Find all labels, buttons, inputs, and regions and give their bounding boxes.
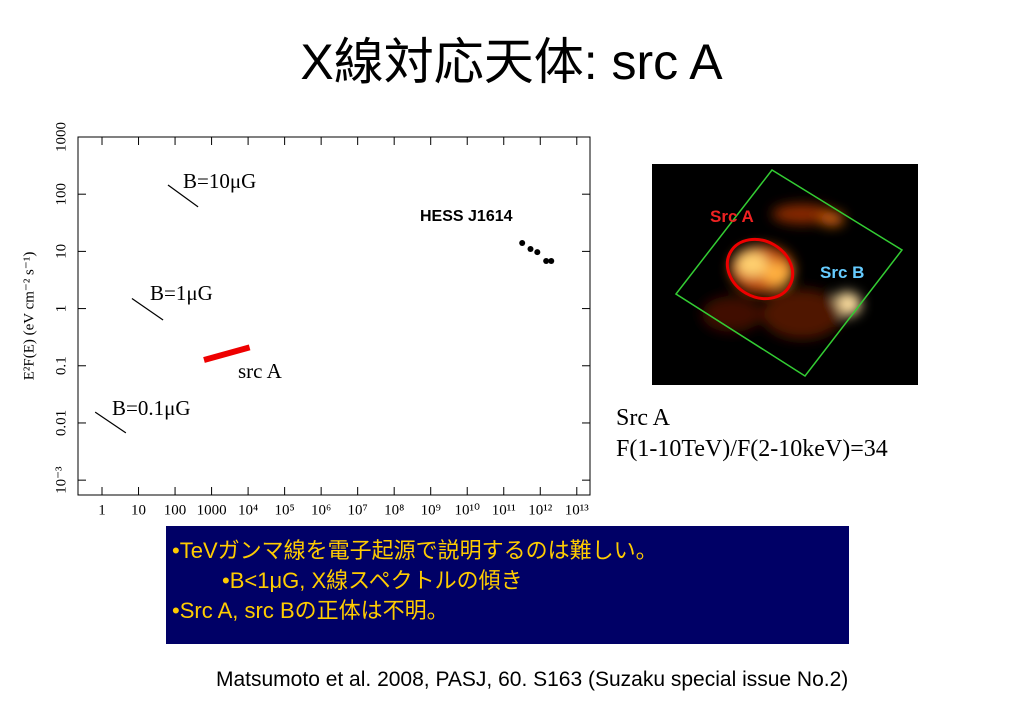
- image-label: Src B: [820, 263, 864, 282]
- bullet: •TeVガンマ線を電子起源で説明するのは難しい。: [172, 538, 658, 563]
- model-line: [203, 344, 251, 363]
- series-label: B=10μG: [183, 169, 256, 193]
- bullet: •B<1μG, X線スペクトルの傾き: [222, 568, 523, 593]
- x-tick-label: 10⁷: [348, 502, 368, 518]
- point: [543, 257, 550, 264]
- x-tick-label: 10: [131, 502, 146, 518]
- bullet-box: •TeVガンマ線を電子起源で説明するのは難しい。 •B<1μG, X線スペクトル…: [166, 526, 849, 644]
- x-tick-label: 10⁹: [421, 502, 441, 518]
- note-line: F(1-10TeV)/F(2-10keV)=34: [616, 436, 888, 462]
- x-tick-label: 10¹³: [565, 502, 589, 518]
- x-tick-label: 1000: [197, 502, 227, 518]
- point: [548, 257, 555, 264]
- series-label: HESS J1614: [420, 208, 513, 225]
- series-label: src A: [238, 359, 283, 383]
- y-tick-label: 100: [53, 183, 69, 206]
- y-tick-label: 0.1: [53, 356, 69, 375]
- x-tick-label: 10¹⁰: [454, 502, 480, 518]
- plot-frame: [77, 136, 591, 496]
- slide-title: X線対応天体: src A: [300, 34, 723, 90]
- point: [519, 240, 526, 247]
- series-label: B=1μG: [150, 281, 213, 305]
- point: [534, 249, 541, 256]
- fov-box: [674, 169, 904, 378]
- bullet: •Src A, src Bの正体は不明。: [172, 598, 449, 623]
- x-tick-label: 10⁶: [311, 502, 331, 518]
- note: Src A F(1-10TeV)/F(2-10keV)=34: [616, 403, 888, 465]
- x-tick-label: 100: [164, 502, 187, 518]
- x-tick-label: 10⁸: [384, 502, 404, 518]
- chart: 1 10 100 1000 10⁴ 10⁵ 10⁶ 10⁷ 10⁸ 10⁹ 10¹⁰ 10¹¹ 10¹²…: [21, 122, 591, 530]
- emission: [702, 204, 861, 339]
- x-tick-label: 10¹¹: [492, 502, 516, 518]
- point: [527, 246, 534, 253]
- y-tick-label: 1000: [53, 122, 69, 152]
- x-tick-label: 10⁴: [238, 502, 258, 518]
- x-tick-label: 10⁵: [275, 502, 295, 518]
- citation: Matsumoto et al. 2008, PASJ, 60. S163 (S…: [216, 668, 849, 691]
- y-tick-label: 10⁻³: [53, 466, 69, 494]
- image-label: Src A: [710, 207, 754, 226]
- x-tick-label: 10¹²: [528, 502, 552, 518]
- y-tick-label: 10: [53, 244, 69, 259]
- y-tick-label: 0.01: [53, 410, 69, 436]
- y-axis-label: E²F(E) (eV cm⁻² s⁻¹): [21, 252, 37, 381]
- src-a-region: [725, 237, 795, 301]
- series-label: B=0.1μG: [112, 396, 191, 420]
- note-line: Src A: [616, 405, 670, 431]
- model-line: [167, 184, 199, 208]
- xray-image: Src A Src B: [652, 164, 918, 385]
- model-line: [131, 298, 164, 321]
- y-tick-label: 1: [53, 305, 69, 313]
- model-line: [94, 411, 127, 434]
- x-tick-label: 1: [98, 502, 106, 518]
